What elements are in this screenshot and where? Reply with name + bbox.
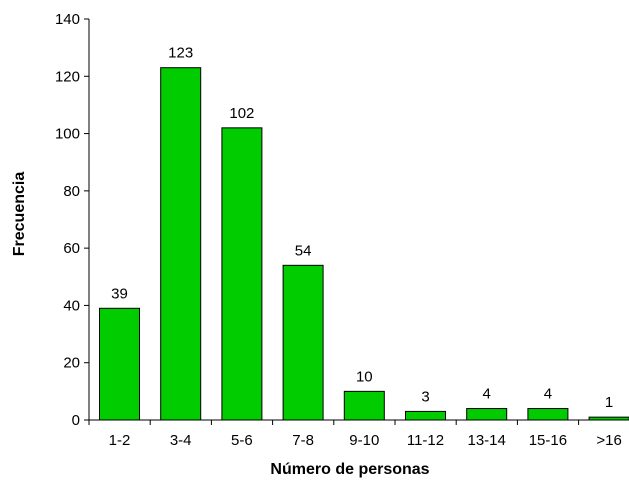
y-tick-label: 60 — [63, 240, 80, 257]
bar-data-label: 54 — [295, 242, 312, 259]
y-tick-label: 80 — [63, 183, 80, 200]
x-axis-title: Número de personas — [270, 461, 429, 478]
x-tick-label: 11-12 — [407, 432, 444, 449]
y-tick-label: 140 — [55, 11, 80, 28]
x-tick-label: 13-14 — [468, 432, 506, 449]
x-tick-label: 15-16 — [529, 432, 567, 449]
x-tick-label: 9-10 — [349, 432, 379, 449]
y-tick-label: 120 — [55, 68, 80, 85]
bar — [527, 408, 569, 421]
bar-data-label: 3 — [421, 388, 429, 405]
bar-data-label: 4 — [483, 386, 491, 403]
bar-data-label: 102 — [229, 105, 254, 122]
bar — [221, 127, 263, 421]
x-tick-label: 7-8 — [292, 432, 314, 449]
bar-data-label: 4 — [544, 386, 552, 403]
bar-data-label: 123 — [168, 45, 193, 62]
bar — [282, 264, 324, 421]
x-tick-label: 1-2 — [109, 432, 131, 449]
bar-data-label: 1 — [605, 394, 613, 411]
x-tick-label: 5-6 — [231, 432, 253, 449]
bar — [405, 410, 446, 421]
x-tick-label: 3-4 — [170, 432, 192, 449]
bar — [99, 307, 140, 421]
bar-data-label: 39 — [111, 285, 128, 302]
x-tick-label: >16 — [596, 432, 621, 449]
bar-data-label: 10 — [356, 368, 373, 385]
bar — [466, 408, 508, 421]
bar — [343, 390, 385, 421]
y-tick-label: 20 — [63, 355, 80, 372]
y-tick-label: 40 — [63, 297, 80, 314]
bars — [99, 67, 629, 421]
data-labels: 39 123 102 54 10 3 4 4 1 — [111, 45, 613, 411]
y-axis-title: Frecuencia — [11, 172, 28, 257]
x-axis-ticks: 1-2 3-4 5-6 7-8 9-10 11-12 13-14 15-16 >16 — [88, 420, 622, 449]
y-axis-ticks: 0 20 40 60 80 100 120 140 — [55, 11, 89, 429]
y-tick-label: 100 — [55, 126, 80, 143]
bar — [160, 67, 202, 421]
y-tick-label: 0 — [72, 412, 80, 429]
